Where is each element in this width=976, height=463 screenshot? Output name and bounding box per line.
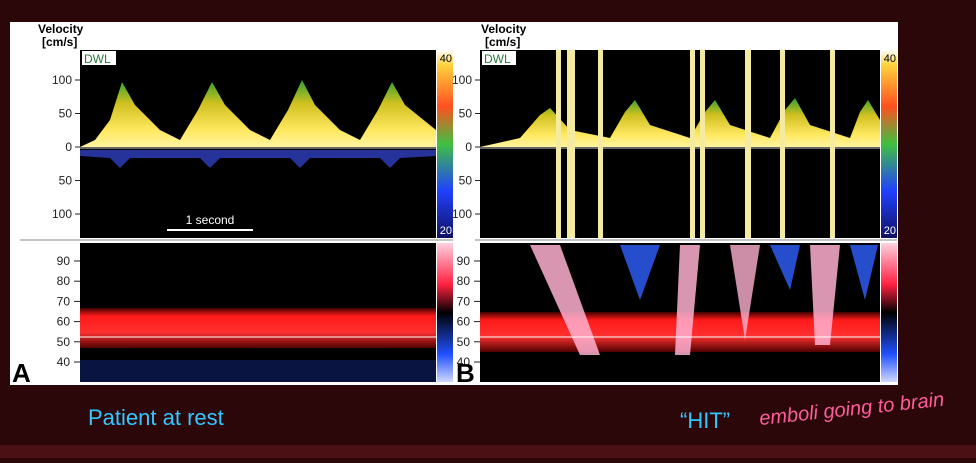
velocity-tick: 100: [452, 73, 472, 87]
depth-tick: 60: [57, 315, 71, 329]
colorbar-a: [437, 50, 453, 238]
depth-tick: 70: [457, 294, 471, 308]
depth-tick: 90: [457, 254, 471, 268]
colorbar-top: 40: [884, 53, 896, 65]
colorbar-a-lower: [437, 243, 453, 382]
depth-tick: 80: [457, 274, 471, 288]
reverse-flow-a: [80, 150, 436, 168]
panel-label: A: [12, 358, 31, 388]
hit-streaks: [530, 245, 878, 355]
bottom-strip: [0, 445, 976, 458]
colorbar-bottom: 20: [884, 225, 896, 237]
velocity-tick: 0: [65, 140, 72, 154]
lower-band-a: [80, 360, 436, 382]
hits: [556, 50, 835, 238]
colorbar-bottom: 20: [440, 225, 452, 237]
caption-left: Patient at rest: [88, 405, 224, 430]
colorbar-b: [881, 50, 897, 238]
depth-tick: 40: [457, 355, 471, 369]
axis-title: Velocity: [481, 22, 527, 36]
logo: DWL: [84, 52, 111, 66]
velocity-tick: 0: [465, 140, 472, 154]
velocity-tick: 50: [59, 107, 73, 121]
velocity-tick: 50: [459, 107, 473, 121]
panel-label: B: [456, 358, 475, 388]
colorbar-b-lower: [881, 243, 897, 382]
depth-tick: 60: [457, 315, 471, 329]
velocity-tick: 50: [59, 174, 73, 188]
depth-tick: 80: [57, 274, 71, 288]
velocity-tick: 100: [52, 207, 72, 221]
waveform-a: [80, 80, 436, 147]
depth-tick: 90: [57, 254, 71, 268]
depth-tick: 40: [57, 355, 71, 369]
handwritten-note: emboli going to brain: [758, 389, 945, 430]
axis-title: Velocity: [38, 22, 84, 36]
logo: DWL: [484, 52, 511, 66]
logo-box: [482, 51, 516, 65]
embolus-band-a: [80, 308, 436, 348]
caption-right: “HIT”: [680, 408, 730, 433]
colorbar-top: 40: [440, 53, 452, 65]
logo-box: [82, 51, 116, 65]
depth-tick: 70: [57, 294, 71, 308]
axis-unit: [cm/s]: [42, 35, 77, 49]
depth-tick: 50: [57, 335, 71, 349]
scale-bar-label: 1 second: [186, 213, 235, 227]
velocity-tick: 100: [452, 207, 472, 221]
axis-unit: [cm/s]: [485, 35, 520, 49]
velocity-tick: 50: [459, 174, 473, 188]
depth-tick: 50: [457, 335, 471, 349]
velocity-tick: 100: [52, 73, 72, 87]
